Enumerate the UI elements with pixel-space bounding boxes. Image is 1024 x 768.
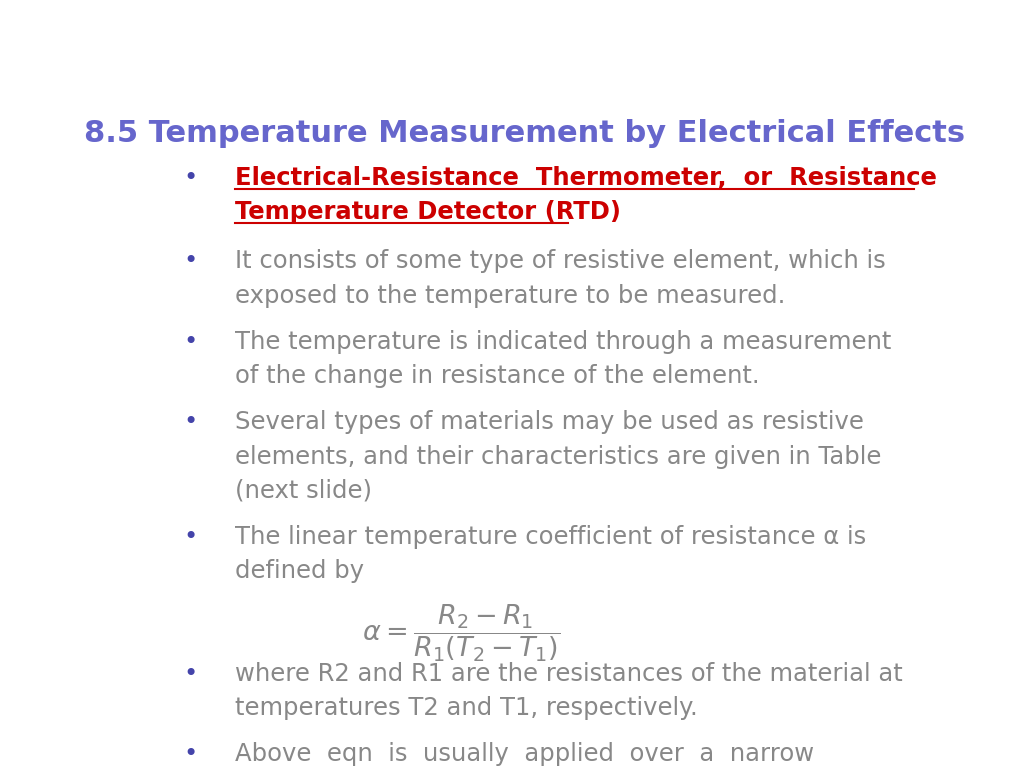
Text: The temperature is indicated through a measurement: The temperature is indicated through a m… [236,330,892,354]
Text: elements, and their characteristics are given in Table: elements, and their characteristics are … [236,445,882,468]
Text: •: • [183,410,198,435]
Text: •: • [183,742,198,766]
Text: The linear temperature coefficient of resistance α is: The linear temperature coefficient of re… [236,525,866,549]
Text: Electrical-Resistance  Thermometer,  or  Resistance: Electrical-Resistance Thermometer, or Re… [236,166,937,190]
Text: •: • [183,662,198,686]
Text: exposed to the temperature to be measured.: exposed to the temperature to be measure… [236,283,785,308]
Text: •: • [183,525,198,549]
Text: defined by: defined by [236,559,365,584]
Text: 8.5 Temperature Measurement by Electrical Effects: 8.5 Temperature Measurement by Electrica… [84,119,966,147]
Text: Temperature Detector (RTD): Temperature Detector (RTD) [236,200,622,224]
Text: temperatures T2 and T1, respectively.: temperatures T2 and T1, respectively. [236,696,698,720]
Text: It consists of some type of resistive element, which is: It consists of some type of resistive el… [236,250,886,273]
Text: Above  eqn  is  usually  applied  over  a  narrow: Above eqn is usually applied over a narr… [236,742,814,766]
Text: •: • [183,330,198,354]
Text: •: • [183,166,198,190]
Text: Several types of materials may be used as resistive: Several types of materials may be used a… [236,410,864,435]
Text: of the change in resistance of the element.: of the change in resistance of the eleme… [236,364,760,388]
Text: $\alpha = \dfrac{R_2 - R_1}{R_1(T_2 - T_1)}$: $\alpha = \dfrac{R_2 - R_1}{R_1(T_2 - T_… [362,603,560,664]
Text: •: • [183,250,198,273]
Text: where R2 and R1 are the resistances of the material at: where R2 and R1 are the resistances of t… [236,662,903,686]
Text: (next slide): (next slide) [236,479,372,503]
